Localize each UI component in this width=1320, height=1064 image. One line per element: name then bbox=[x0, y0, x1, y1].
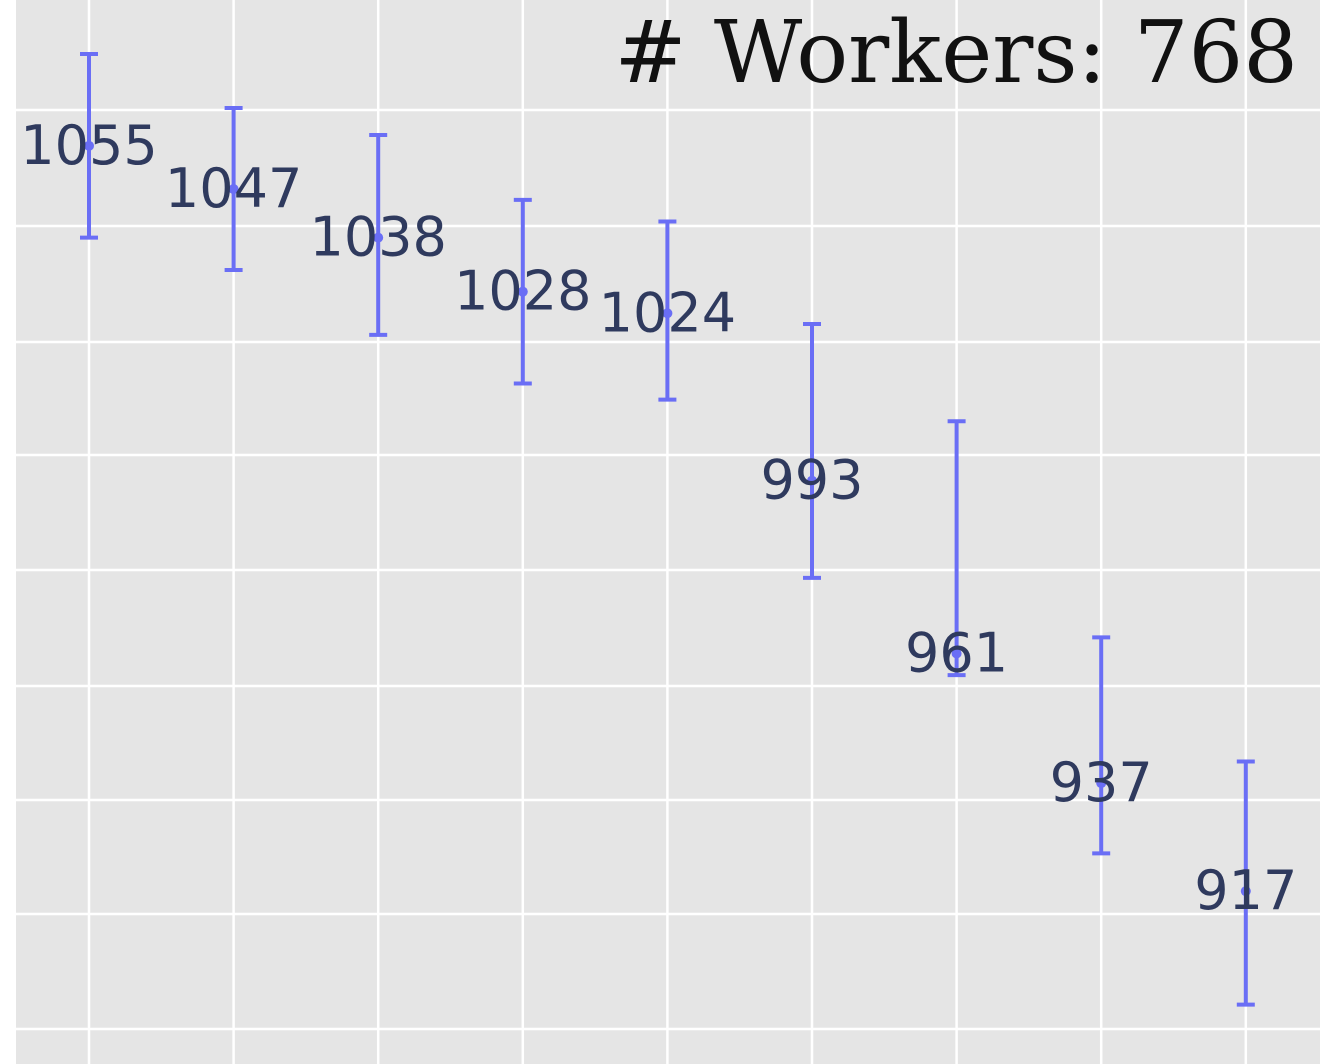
data-point bbox=[1240, 886, 1251, 897]
point-label: 1028 bbox=[454, 260, 591, 323]
data-point bbox=[517, 286, 528, 297]
data-point bbox=[228, 184, 239, 195]
point-label: 1024 bbox=[599, 281, 736, 344]
chart-title: # Workers: 768 bbox=[614, 3, 1298, 103]
point-label: 1038 bbox=[309, 206, 446, 269]
data-point bbox=[951, 648, 962, 659]
point-label: 993 bbox=[760, 449, 863, 512]
point-label: 917 bbox=[1194, 859, 1297, 922]
data-point bbox=[84, 140, 94, 151]
data-point bbox=[373, 232, 384, 243]
point-label: 937 bbox=[1050, 751, 1153, 814]
data-point bbox=[807, 475, 817, 486]
point-label: 1047 bbox=[165, 157, 302, 220]
point-label: 961 bbox=[905, 622, 1008, 685]
data-point bbox=[1096, 778, 1107, 789]
data-point bbox=[662, 308, 673, 319]
point-label: 1055 bbox=[20, 114, 157, 177]
